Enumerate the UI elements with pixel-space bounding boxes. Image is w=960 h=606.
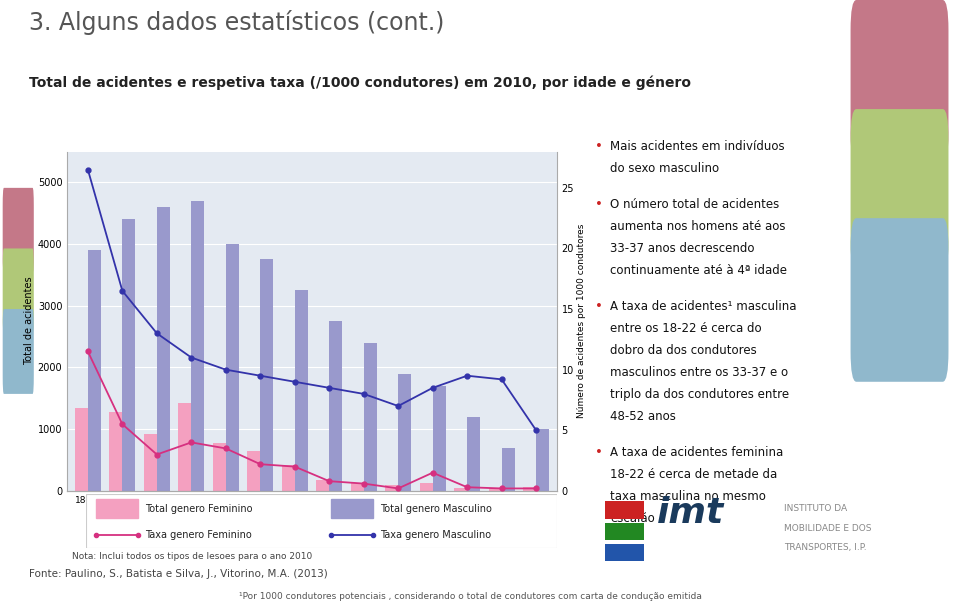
Bar <box>350 484 364 491</box>
Text: imt: imt <box>657 496 724 530</box>
Text: Fonte: Paulino, S., Batista e Silva, J., Vitorino, M.A. (2013): Fonte: Paulino, S., Batista e Silva, J.,… <box>29 569 327 579</box>
Text: taxa masculina no mesmo: taxa masculina no mesmo <box>611 490 766 502</box>
Text: Nota: Inclui todos os tipos de lesoes para o ano 2010: Nota: Inclui todos os tipos de lesoes pa… <box>72 551 312 561</box>
Text: Total genero Masculino: Total genero Masculino <box>380 504 492 514</box>
Bar <box>191 201 204 491</box>
Bar <box>454 488 468 491</box>
Text: •: • <box>595 140 603 153</box>
Text: TRANSPORTES, I.P.: TRANSPORTES, I.P. <box>784 543 867 552</box>
Bar <box>156 207 170 491</box>
Text: entre os 18-22 é cerca do: entre os 18-22 é cerca do <box>611 322 762 335</box>
Y-axis label: Total de acidentes: Total de acidentes <box>24 277 34 365</box>
Bar <box>605 544 644 561</box>
Text: •: • <box>595 445 603 459</box>
Text: dobro da dos condutores: dobro da dos condutores <box>611 344 756 357</box>
Bar <box>295 290 308 491</box>
Bar <box>213 443 226 491</box>
Text: •: • <box>595 198 603 211</box>
Bar <box>329 321 343 491</box>
Y-axis label: Número de acidentes por 1000 condutores: Número de acidentes por 1000 condutores <box>577 224 586 418</box>
FancyBboxPatch shape <box>3 309 34 394</box>
Text: MOBILIDADE E DOS: MOBILIDADE E DOS <box>784 524 872 533</box>
Bar <box>122 219 135 491</box>
Bar <box>433 386 445 491</box>
Bar <box>281 465 295 491</box>
Bar <box>247 451 260 491</box>
Text: •: • <box>595 299 603 313</box>
Text: O número total de acidentes: O número total de acidentes <box>611 198 780 211</box>
Text: Mais acidentes em indivíduos: Mais acidentes em indivíduos <box>611 140 785 153</box>
Text: 48-52 anos: 48-52 anos <box>611 410 676 423</box>
Bar <box>605 501 644 519</box>
Text: Taxa genero Feminino: Taxa genero Feminino <box>145 530 252 540</box>
Text: 33-37 anos decrescendo: 33-37 anos decrescendo <box>611 242 755 255</box>
Bar <box>331 499 373 518</box>
Text: Taxa genero Masculino: Taxa genero Masculino <box>380 530 492 540</box>
FancyBboxPatch shape <box>3 188 34 273</box>
Text: masculinos entre os 33-37 e o: masculinos entre os 33-37 e o <box>611 366 788 379</box>
FancyBboxPatch shape <box>851 0 948 164</box>
Bar <box>364 343 377 491</box>
Bar <box>109 412 122 491</box>
Bar <box>502 448 515 491</box>
Bar <box>385 485 398 491</box>
Bar <box>536 429 549 491</box>
Bar <box>398 374 411 491</box>
Bar <box>605 522 644 540</box>
Bar <box>316 480 329 491</box>
Text: 18-22 é cerca de metade da: 18-22 é cerca de metade da <box>611 468 778 481</box>
Bar <box>96 499 138 518</box>
Bar <box>226 244 239 491</box>
Bar <box>88 250 101 491</box>
Bar <box>523 487 536 491</box>
Bar <box>144 434 156 491</box>
Text: triplo da dos condutores entre: triplo da dos condutores entre <box>611 388 789 401</box>
FancyBboxPatch shape <box>851 218 948 382</box>
Text: ¹Por 1000 condutores potenciais , considerando o total de condutores com carta d: ¹Por 1000 condutores potenciais , consid… <box>239 593 702 601</box>
Text: Total de acidentes e respetiva taxa (/1000 condutores) em 2010, por idade e géne: Total de acidentes e respetiva taxa (/10… <box>29 76 691 90</box>
Text: 3. Alguns dados estatísticos (cont.): 3. Alguns dados estatísticos (cont.) <box>29 10 444 35</box>
Bar <box>260 259 274 491</box>
Bar <box>420 483 433 491</box>
Text: aumenta nos homens até aos: aumenta nos homens até aos <box>611 220 785 233</box>
Text: escalão: escalão <box>611 511 655 525</box>
Bar <box>179 403 191 491</box>
Bar <box>489 488 502 491</box>
Text: do sexo masculino: do sexo masculino <box>611 162 719 175</box>
Text: INSTITUTO DA: INSTITUTO DA <box>784 504 848 513</box>
Text: A taxa de acidentes feminina: A taxa de acidentes feminina <box>611 445 783 459</box>
X-axis label: Idade: Idade <box>297 507 327 518</box>
Text: Total genero Feminino: Total genero Feminino <box>145 504 252 514</box>
Text: A taxa de acidentes¹ masculina: A taxa de acidentes¹ masculina <box>611 299 797 313</box>
FancyBboxPatch shape <box>3 248 34 333</box>
FancyBboxPatch shape <box>851 109 948 273</box>
Bar <box>468 417 480 491</box>
Text: continuamente até à 4ª idade: continuamente até à 4ª idade <box>611 264 787 277</box>
Bar <box>75 408 88 491</box>
